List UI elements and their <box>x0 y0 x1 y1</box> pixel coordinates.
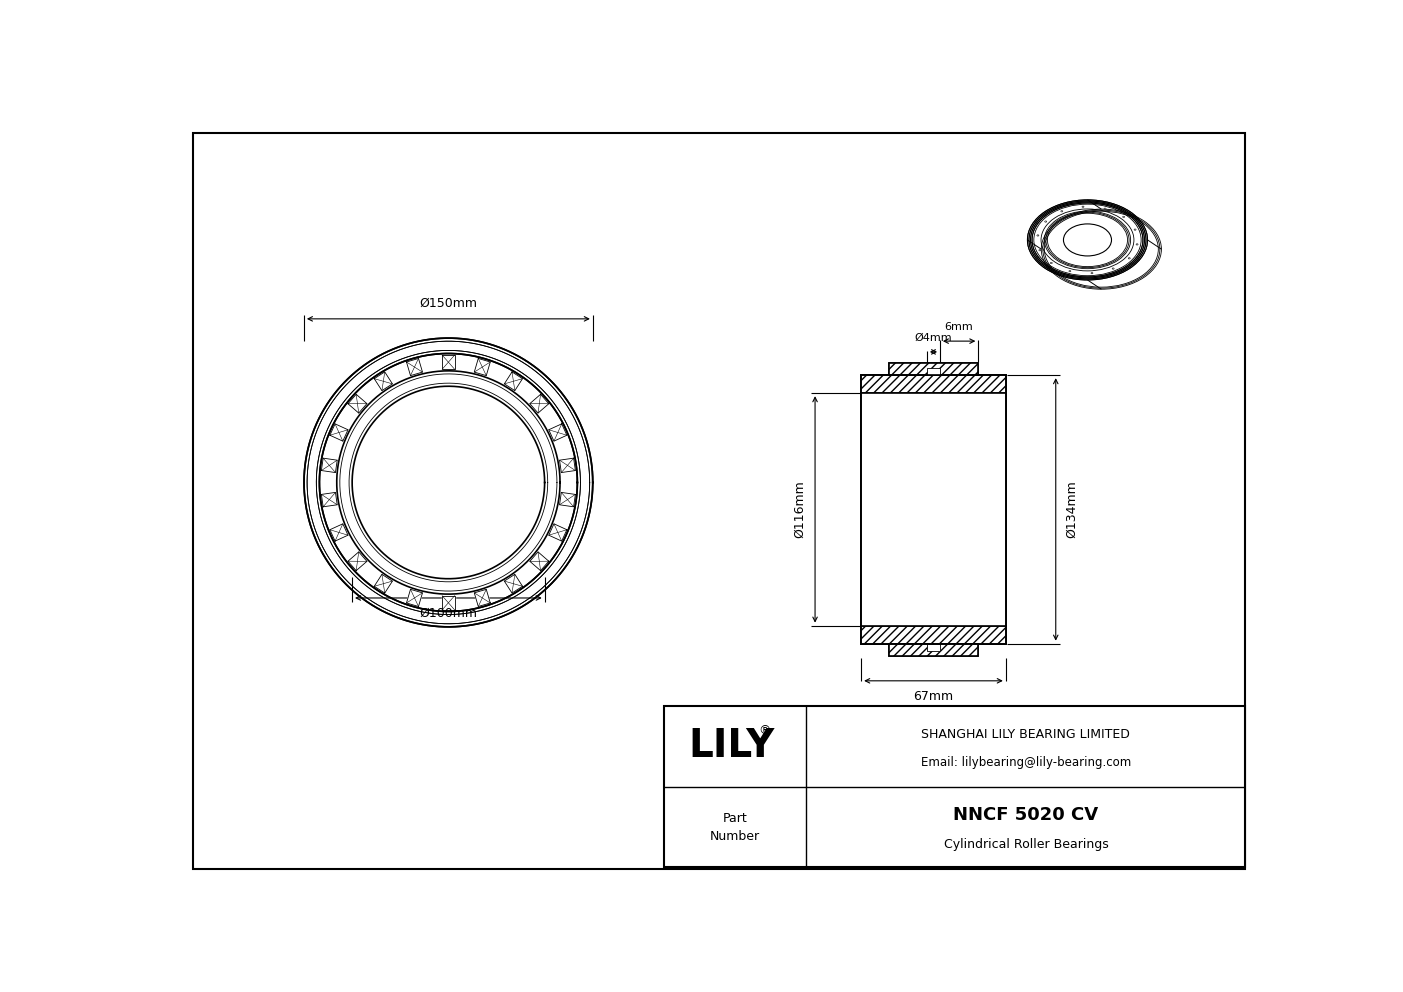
Polygon shape <box>560 492 575 507</box>
Ellipse shape <box>1063 224 1111 256</box>
Bar <box>861 375 1006 644</box>
Bar <box>927 368 940 375</box>
Polygon shape <box>504 574 522 593</box>
Polygon shape <box>474 358 490 376</box>
Ellipse shape <box>1038 250 1041 251</box>
Ellipse shape <box>1104 208 1106 209</box>
Bar <box>888 644 978 656</box>
Polygon shape <box>560 458 575 472</box>
Polygon shape <box>549 424 567 441</box>
Polygon shape <box>375 372 393 391</box>
Text: 6mm: 6mm <box>944 321 974 332</box>
Polygon shape <box>530 552 549 570</box>
Polygon shape <box>348 394 368 413</box>
Text: NNCF 5020 CV: NNCF 5020 CV <box>953 806 1099 824</box>
Ellipse shape <box>1037 235 1038 236</box>
Polygon shape <box>321 458 337 472</box>
Ellipse shape <box>1092 273 1093 274</box>
Ellipse shape <box>1061 210 1063 212</box>
Ellipse shape <box>1082 206 1085 207</box>
Text: Ø134mm: Ø134mm <box>1065 480 1078 539</box>
Polygon shape <box>442 595 455 610</box>
Polygon shape <box>330 424 348 441</box>
Text: Ø4mm: Ø4mm <box>915 332 953 342</box>
Text: Part
Number: Part Number <box>710 811 760 842</box>
Text: Cylindrical Roller Bearings: Cylindrical Roller Bearings <box>943 838 1108 851</box>
Polygon shape <box>375 574 393 593</box>
Polygon shape <box>504 372 522 391</box>
Ellipse shape <box>1069 271 1070 272</box>
Bar <box>888 363 978 375</box>
Text: LILY: LILY <box>689 727 774 765</box>
Bar <box>888 644 978 656</box>
Bar <box>664 705 1246 867</box>
Ellipse shape <box>1128 258 1131 259</box>
Polygon shape <box>321 492 337 507</box>
Polygon shape <box>407 358 422 376</box>
Bar <box>861 393 1006 626</box>
Bar <box>927 644 940 651</box>
Ellipse shape <box>1045 221 1047 222</box>
Ellipse shape <box>1027 200 1148 280</box>
Ellipse shape <box>1113 268 1114 269</box>
Bar <box>861 375 1006 644</box>
Bar <box>861 375 1006 393</box>
Text: SHANGHAI LILY BEARING LIMITED: SHANGHAI LILY BEARING LIMITED <box>922 727 1131 741</box>
Text: ®: ® <box>758 724 770 737</box>
Text: Ø100mm: Ø100mm <box>419 607 477 620</box>
Polygon shape <box>442 355 455 369</box>
Text: Ø116mm: Ø116mm <box>793 480 805 539</box>
Bar <box>888 363 978 375</box>
Polygon shape <box>407 589 422 606</box>
Polygon shape <box>530 394 549 413</box>
Ellipse shape <box>1134 229 1136 230</box>
Text: 67mm: 67mm <box>913 690 954 703</box>
Text: Email: lilybearing@lily-bearing.com: Email: lilybearing@lily-bearing.com <box>920 756 1131 769</box>
Bar <box>861 626 1006 644</box>
Polygon shape <box>348 552 368 570</box>
Ellipse shape <box>1122 216 1125 217</box>
Polygon shape <box>549 524 567 541</box>
Ellipse shape <box>1051 262 1052 264</box>
Text: Ø150mm: Ø150mm <box>419 297 477 310</box>
Polygon shape <box>474 589 490 606</box>
Ellipse shape <box>1136 244 1138 245</box>
Polygon shape <box>330 524 348 541</box>
